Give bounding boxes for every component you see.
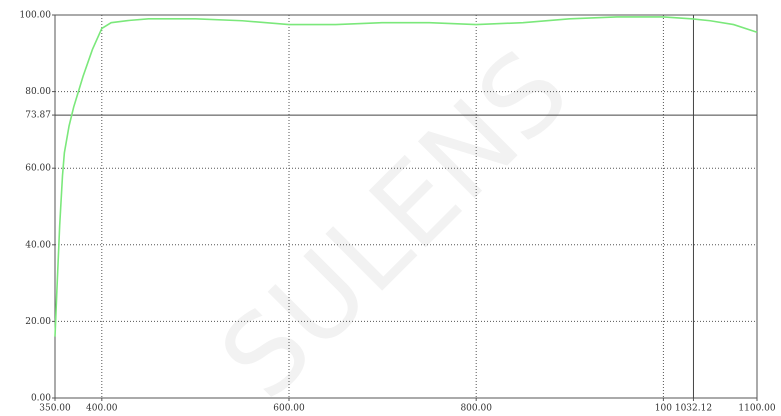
data-line: [54, 16, 758, 337]
y-tick-label: 73.87: [25, 111, 51, 121]
y-tick-label: 40.00: [25, 240, 51, 250]
x-tick-label: 350.00: [39, 404, 71, 414]
y-tick-label: 100.00: [20, 11, 52, 21]
x-tick-label: 800.00: [460, 404, 492, 414]
y-tick-label: 20.00: [25, 317, 51, 327]
x-tick-label: 1100.00: [738, 404, 775, 414]
x-tick-label: 600.00: [273, 404, 305, 414]
y-tick-label: 80.00: [25, 87, 51, 97]
y-tick-label: 60.00: [25, 164, 51, 174]
x-tick-label: 400.00: [86, 404, 118, 414]
x-tick-label: 100: [655, 404, 672, 414]
watermark: SULENS: [196, 26, 593, 416]
y-tick-label: 0.00: [31, 394, 51, 404]
plot-area: [54, 14, 758, 399]
x-tick-label: 1032.12: [675, 404, 712, 414]
